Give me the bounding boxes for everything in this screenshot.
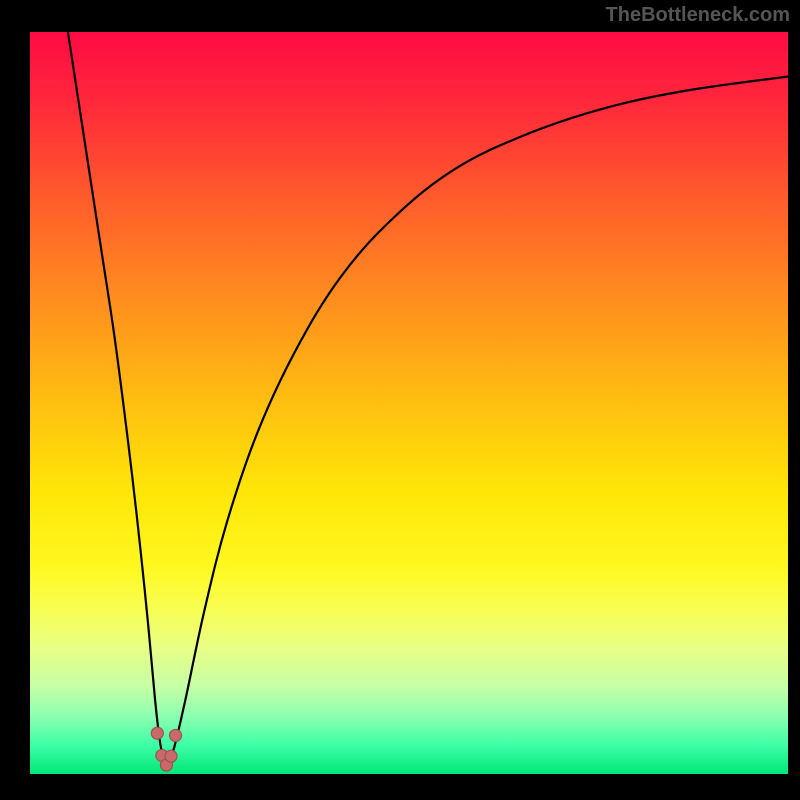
marker-point [170,729,182,741]
curve-min-markers [151,727,181,771]
marker-point [151,727,163,739]
chart-plot-area [30,32,788,774]
watermark-text: TheBottleneck.com [606,4,790,27]
curve-left-branch [68,32,167,768]
chart-curve-layer [30,32,788,774]
marker-point [165,750,177,762]
curve-right-branch [166,77,788,769]
